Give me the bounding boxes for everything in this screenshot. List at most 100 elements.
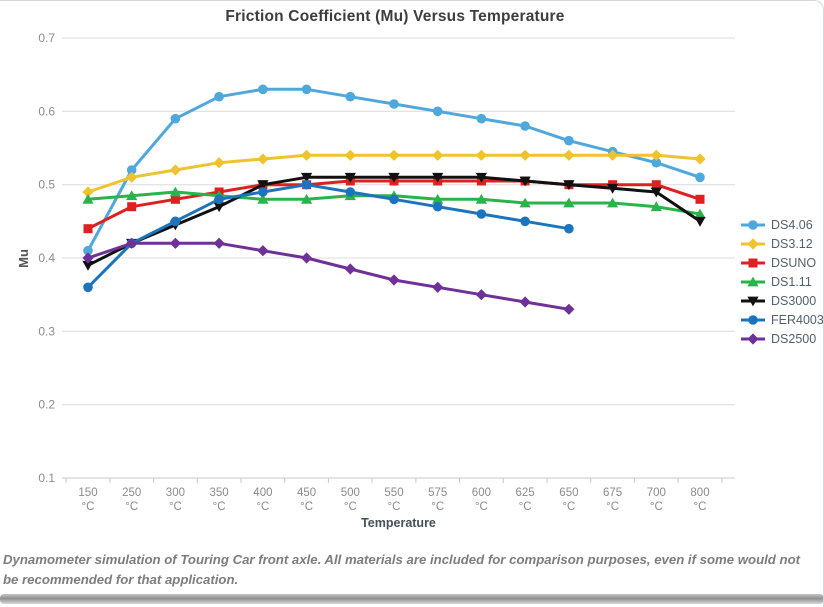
data-point-triangle-up-icon — [563, 197, 575, 208]
series-DS2500 — [82, 237, 575, 315]
legend-label: DS3.12 — [771, 236, 813, 251]
data-point-diamond-icon — [169, 237, 181, 249]
x-tick-label: 600 °C — [472, 487, 491, 513]
data-point-circle-icon — [214, 91, 224, 102]
data-point-triangle-up-icon — [747, 276, 759, 286]
data-point-diamond-icon — [519, 296, 531, 308]
legend-item-DS1.11[interactable]: DS1.11 — [740, 272, 823, 291]
x-axis-title: Temperature — [361, 516, 436, 530]
data-point-circle-icon — [564, 135, 574, 146]
data-point-circle-icon — [258, 187, 268, 197]
data-point-square-icon — [170, 194, 180, 204]
data-point-triangle-down-icon — [301, 172, 313, 183]
data-point-diamond-icon — [747, 237, 759, 250]
legend-label: DSUNO — [771, 255, 817, 270]
data-point-diamond-icon — [388, 149, 400, 161]
x-tick-label: 300 °C — [166, 487, 185, 513]
horizontal-scrollbar[interactable] — [0, 594, 823, 604]
x-tick-label: 575 °C — [428, 487, 447, 513]
data-point-circle-icon — [695, 172, 705, 183]
chart-caption: Dynamometer simulation of Touring Car fr… — [3, 552, 801, 587]
data-point-circle-icon — [83, 245, 93, 256]
series-DS3000 — [82, 172, 706, 271]
data-point-triangle-up-icon — [650, 201, 662, 212]
data-point-triangle-up-icon — [432, 193, 444, 204]
data-point-triangle-up-icon — [475, 193, 487, 204]
legend-label: DS1.11 — [771, 274, 812, 289]
data-point-triangle-down-icon — [694, 216, 706, 227]
data-point-circle-icon — [432, 106, 443, 117]
series-line — [86, 241, 571, 311]
data-point-circle-icon — [301, 179, 312, 190]
x-tick-label: 675 °C — [603, 487, 622, 513]
data-point-triangle-up-icon — [519, 197, 531, 208]
data-point-triangle-down-icon — [475, 172, 487, 183]
legend-item-DS2500[interactable]: DS2500 — [740, 329, 823, 348]
data-point-diamond-icon — [344, 263, 356, 275]
data-point-diamond-icon — [126, 171, 138, 183]
data-point-diamond-icon — [169, 164, 181, 176]
data-point-triangle-down-icon — [519, 176, 531, 187]
data-point-square-icon — [651, 180, 661, 190]
data-point-triangle-up-icon — [607, 197, 619, 208]
data-point-circle-icon — [651, 157, 662, 168]
legend-diamond-icon — [741, 332, 765, 345]
legend-item-DS3000[interactable]: DS3000 — [740, 291, 823, 310]
legend-label: DS4.06 — [771, 217, 813, 232]
data-point-circle-icon — [83, 282, 93, 293]
data-point-square-icon — [695, 194, 705, 204]
x-tick-label: 150 °C — [78, 487, 97, 513]
legend-triangle-down-icon — [741, 296, 765, 306]
data-point-diamond-icon — [519, 149, 531, 161]
series-line — [86, 183, 571, 289]
x-tick-label: 400 °C — [253, 487, 272, 513]
legend-circle-icon — [741, 314, 765, 325]
legend-label: FER4003 — [771, 312, 824, 327]
legend-item-DSUNO[interactable]: DSUNO — [740, 253, 823, 272]
y-tick-label: 0.1 — [38, 471, 55, 485]
data-point-triangle-up-icon — [694, 208, 706, 219]
data-point-diamond-icon — [432, 281, 444, 293]
data-point-triangle-down-icon — [607, 183, 619, 194]
data-point-diamond-icon — [82, 252, 94, 264]
data-point-diamond-icon — [301, 252, 313, 264]
data-point-triangle-up-icon — [257, 193, 269, 204]
legend-circle-icon — [741, 219, 765, 230]
x-tick-label: 550 °C — [384, 487, 403, 513]
x-tick-label: 450 °C — [297, 487, 316, 513]
data-point-triangle-down-icon — [432, 172, 444, 183]
data-point-circle-icon — [520, 216, 530, 227]
x-tick-label: 350 °C — [210, 487, 229, 513]
y-tick-label: 0.4 — [38, 251, 55, 265]
legend-item-FER4003[interactable]: FER4003 — [740, 310, 824, 329]
data-point-triangle-up-icon — [126, 190, 138, 201]
data-point-diamond-icon — [213, 237, 225, 249]
data-point-diamond-icon — [126, 237, 138, 249]
data-point-triangle-down-icon — [747, 296, 759, 306]
data-point-diamond-icon — [257, 245, 269, 257]
data-point-diamond-icon — [475, 289, 487, 301]
data-point-diamond-icon — [344, 149, 356, 161]
x-tick-label: 650 °C — [559, 487, 578, 513]
y-tick-label: 0.7 — [38, 31, 55, 45]
data-point-diamond-icon — [82, 186, 94, 198]
legend-item-DS3.12[interactable]: DS3.12 — [740, 234, 823, 253]
data-point-circle-icon — [258, 84, 268, 95]
data-point-circle-icon — [389, 99, 399, 109]
data-point-square-icon — [127, 202, 137, 212]
y-tick-label: 0.2 — [38, 398, 55, 412]
data-point-circle-icon — [748, 219, 758, 230]
data-point-square-icon — [748, 258, 758, 267]
data-point-diamond-icon — [747, 332, 759, 345]
data-point-triangle-up-icon — [169, 186, 181, 197]
data-point-diamond-icon — [301, 149, 313, 161]
data-point-circle-icon — [301, 84, 312, 95]
data-point-triangle-down-icon — [257, 180, 269, 191]
data-point-triangle-up-icon — [82, 193, 94, 204]
legend-label: DS3000 — [771, 293, 817, 308]
legend-item-DS4.06[interactable]: DS4.06 — [740, 215, 823, 234]
data-point-circle-icon — [520, 121, 530, 131]
data-point-circle-icon — [476, 113, 487, 124]
legend-diamond-icon — [741, 237, 765, 250]
